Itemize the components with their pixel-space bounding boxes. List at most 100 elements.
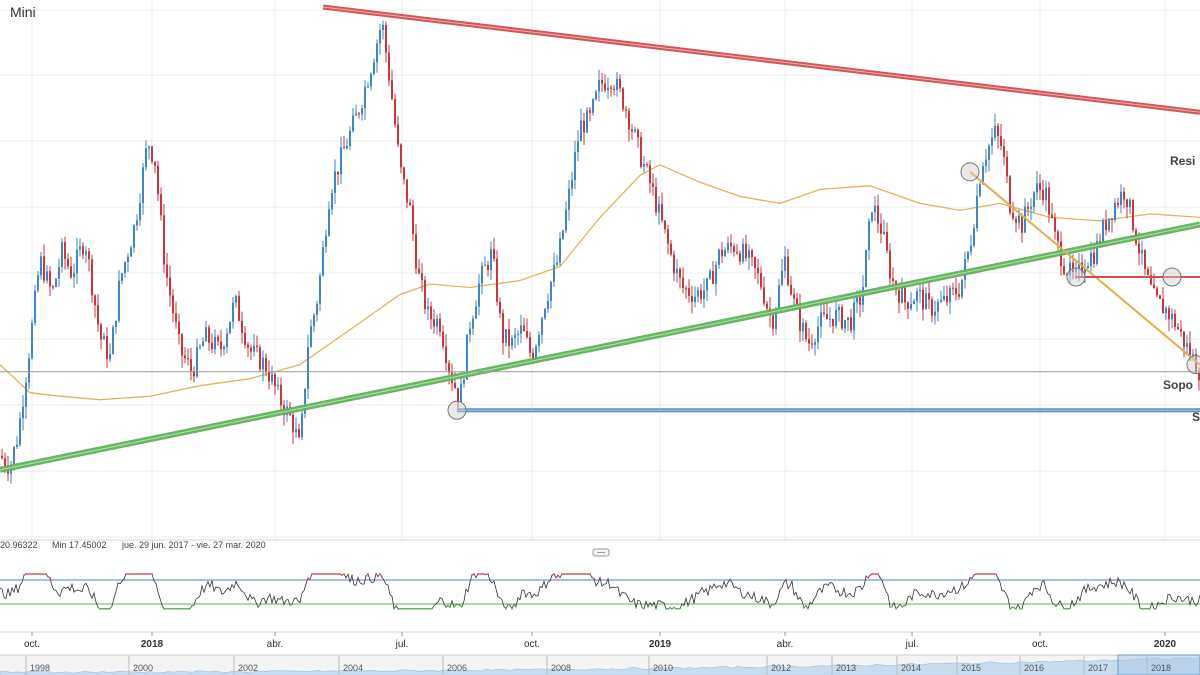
oversold-point [891, 605, 893, 608]
candle-body [1018, 215, 1020, 223]
candle-body [223, 346, 225, 350]
overbought-point [991, 573, 993, 575]
oversold-point [461, 606, 463, 608]
candle-body [280, 384, 282, 406]
overbought-point [981, 573, 983, 575]
candle-body [715, 264, 717, 284]
oversold-point [1195, 604, 1197, 607]
overbought-point [589, 573, 591, 575]
candle-body [613, 88, 615, 90]
candle-body [550, 281, 552, 301]
candle-body [676, 268, 678, 274]
overbought-point [575, 573, 577, 575]
candle-body [58, 267, 60, 279]
candle-body [556, 262, 558, 265]
navigator[interactable]: 1998 2000 2002 2004 2006 2008 2010 2012 2013 2014… [0, 654, 1200, 675]
candle-body [517, 333, 519, 335]
candle-body [694, 296, 696, 302]
candle-body [331, 192, 333, 210]
candle-body [553, 264, 555, 282]
candle-body [736, 251, 738, 254]
oversold-point [507, 603, 509, 606]
oversold-point [503, 605, 505, 608]
candle-body [1, 455, 3, 459]
candle-body [1138, 243, 1140, 254]
candle-body [670, 243, 672, 255]
oversold-point [411, 607, 413, 610]
overbought-point [131, 573, 133, 575]
candle-body [70, 266, 72, 278]
candle-body [37, 275, 39, 291]
oversold-point [459, 604, 461, 607]
pivot-marker [1162, 267, 1182, 287]
overbought-point [149, 573, 151, 575]
candle-body [859, 297, 861, 305]
overbought-point [137, 573, 139, 575]
overbought-point [129, 573, 131, 575]
candle-body [271, 374, 273, 382]
candle-body [952, 287, 954, 289]
candle-body [1015, 218, 1017, 223]
x-tick-label: 2018 [141, 639, 164, 650]
oversold-point [163, 607, 165, 610]
candle-body [565, 209, 567, 231]
candle-body [307, 347, 309, 389]
candle-body [835, 309, 837, 327]
oversold-point [397, 607, 399, 610]
candle-body [235, 295, 237, 303]
pivot-marker [1186, 355, 1200, 375]
candle-body [100, 324, 102, 340]
oversold-point [289, 604, 291, 606]
oversold-point [643, 607, 645, 610]
overbought-point [571, 573, 573, 575]
oversold-point [1143, 607, 1145, 610]
candle-body [817, 326, 819, 343]
oversold-point [655, 607, 657, 610]
candle-body [760, 272, 762, 288]
candle-body [1195, 354, 1197, 373]
candle-body [883, 231, 885, 234]
candle-body [1141, 249, 1143, 254]
oversold-point [183, 607, 185, 610]
candle-body [364, 86, 366, 109]
candle-body [292, 414, 294, 433]
candle-body [1183, 331, 1185, 347]
oversold-point [1015, 607, 1017, 610]
candle-body [1156, 288, 1158, 296]
overbought-point [873, 573, 875, 575]
candle-body [460, 383, 462, 403]
candle-body [841, 307, 843, 329]
info-max: 20.96322 [0, 540, 38, 550]
overbought-point [989, 573, 991, 575]
candle-body [496, 258, 498, 302]
overbought-point [339, 573, 341, 575]
candle-body [346, 146, 348, 149]
oversold-point [193, 604, 195, 606]
overbought-point [347, 573, 349, 576]
overbought-point [995, 573, 997, 576]
overbought-point [487, 573, 489, 575]
candle-body [712, 271, 714, 284]
candle-body [1153, 284, 1155, 289]
candle-body [1174, 313, 1176, 327]
candle-body [1150, 274, 1152, 285]
candle-body [16, 444, 18, 448]
overbought-point [351, 574, 353, 577]
candle-body [121, 273, 123, 281]
oversold-point [899, 603, 901, 605]
candle-body [220, 341, 222, 350]
candle-body [982, 166, 984, 185]
candle-body [733, 246, 735, 252]
gridlines [0, 0, 1200, 541]
oversold-point [429, 607, 431, 610]
oversold-point [403, 607, 405, 610]
overbought-point [785, 578, 787, 581]
candle-body [1084, 268, 1086, 273]
candle-body [319, 275, 321, 304]
oversold-point [291, 603, 293, 606]
x-tick-label: abr. [267, 639, 284, 650]
candle-body [589, 110, 591, 113]
oversold-point [901, 606, 903, 608]
candle-body [430, 306, 432, 320]
